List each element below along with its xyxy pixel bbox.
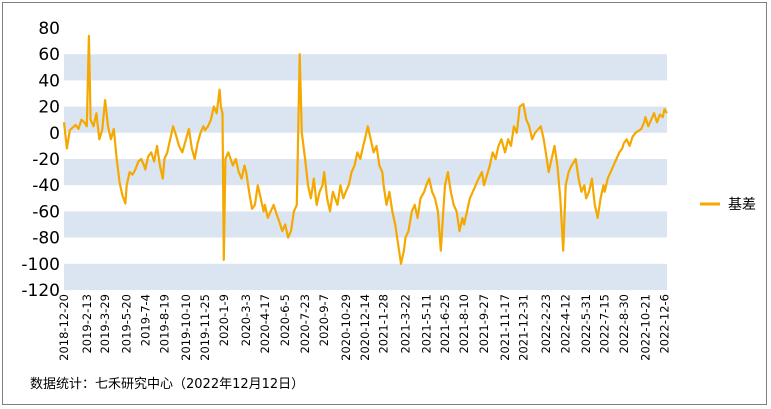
x-tick-label: 2022-12-6 xyxy=(658,294,672,354)
y-tick-label: 40 xyxy=(38,71,60,91)
x-tick-label: 2020-12-14 xyxy=(358,294,372,361)
source-note: 数据统计：七禾研究中心（2022年12月12日） xyxy=(30,377,305,392)
y-tick-label: -120 xyxy=(21,281,60,301)
x-tick-label: 2020-3-3 xyxy=(239,294,253,346)
x-tick-label: 2021-1-28 xyxy=(377,294,391,354)
x-tick-label: 2020-9-7 xyxy=(317,294,331,346)
y-tick-label: -40 xyxy=(32,176,60,196)
y-tick-label: -100 xyxy=(21,255,60,275)
x-tick-label: 2021-5-11 xyxy=(419,294,433,354)
x-tick-label: 2022-2-23 xyxy=(539,294,553,354)
x-tick-label: 2022-10-21 xyxy=(638,294,652,361)
y-tick-label: 60 xyxy=(38,45,60,65)
grid-band xyxy=(64,54,667,81)
legend: 基差 xyxy=(700,196,756,213)
y-tick-label: -20 xyxy=(32,150,60,170)
x-tick-label: 2019-8-19 xyxy=(157,294,171,354)
x-tick-label: 2021-11-17 xyxy=(498,294,512,361)
x-tick-label: 2022-8-30 xyxy=(617,294,631,354)
x-tick-label: 2022-7-15 xyxy=(598,294,612,354)
x-tick-label: 2021-9-27 xyxy=(477,294,491,354)
x-tick-label: 2020-10-29 xyxy=(339,294,353,361)
x-tick-label: 2019-5-20 xyxy=(120,294,134,354)
x-tick-label: 2019-7-4 xyxy=(138,294,152,346)
x-tick-label: 2019-2-13 xyxy=(80,294,94,354)
x-tick-label: 2021-6-25 xyxy=(438,294,452,354)
x-tick-label: 2022-5-31 xyxy=(579,294,593,354)
y-tick-label: -60 xyxy=(32,202,60,222)
chart-frame xyxy=(2,2,767,405)
y-tick-label: 20 xyxy=(38,98,60,118)
x-tick-label: 2022-4-12 xyxy=(559,294,573,354)
x-tick-label: 2019-10-10 xyxy=(179,294,193,361)
series-line xyxy=(62,34,668,265)
x-tick-label: 2020-4-17 xyxy=(258,294,272,354)
y-tick-label: 80 xyxy=(38,19,60,39)
grid-band xyxy=(64,211,667,238)
x-tick-label: 2021-3-22 xyxy=(399,294,413,354)
x-tick-label: 2019-11-25 xyxy=(198,294,212,361)
legend-label: 基差 xyxy=(728,196,756,213)
x-tick-label: 2021-8-10 xyxy=(457,294,471,354)
series-layer xyxy=(62,34,668,265)
y-tick-label: 0 xyxy=(49,124,60,144)
x-tick-label: 2021-12-31 xyxy=(516,294,530,361)
x-tick-label: 2018-12-20 xyxy=(57,294,71,361)
x-tick-label: 2019-3-29 xyxy=(98,294,112,354)
y-axis-ticks: 80 60 40 20 0 -20 -40 -60 -80 -100 -120 xyxy=(21,19,60,301)
x-tick-label: 2020-7-23 xyxy=(298,294,312,354)
x-axis-ticks: 2018-12-20 2019-2-13 2019-3-29 2019-5-20 201… xyxy=(57,294,672,361)
grid-band xyxy=(64,263,667,290)
x-tick-label: 2020-1-9 xyxy=(217,294,231,346)
y-tick-label: -80 xyxy=(32,229,60,249)
x-tick-label: 2020-6-5 xyxy=(278,294,292,346)
grid-band xyxy=(64,106,667,133)
